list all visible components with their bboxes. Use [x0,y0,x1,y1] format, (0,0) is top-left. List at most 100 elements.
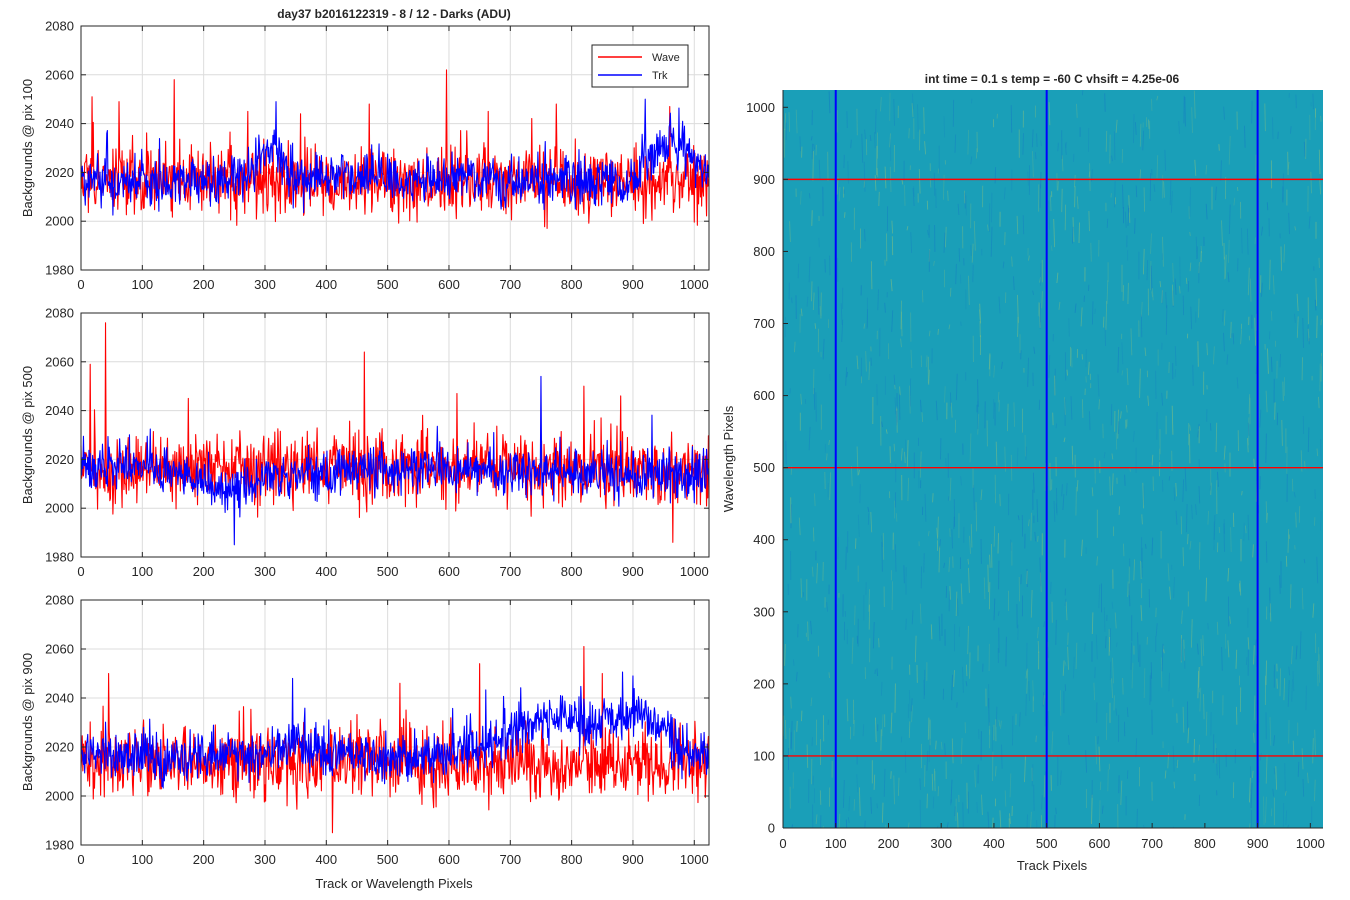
series-line-trk [80,375,710,546]
heatmap-texture [948,324,951,330]
heatmap-texture [891,310,894,333]
heatmap-texture [914,635,917,663]
heatmap-texture [919,603,922,624]
heatmap-texture [838,813,841,829]
heatmap-texture [1280,246,1282,271]
heatmap-panel: int time = 0.1 s temp = -60 C vhsift = 4… [721,72,1325,873]
x-tick-label: 500 [377,277,399,292]
x-tick-label: 500 [377,564,399,579]
x-tick-label: 0 [77,852,84,867]
heatmap-texture [1134,218,1136,234]
heatmap-texture [890,279,893,292]
heatmap-texture [894,384,896,390]
heatmap-texture [1226,354,1229,365]
y-tick-label: 1980 [45,263,74,278]
heatmap-texture [1114,612,1117,629]
heatmap-texture [1144,347,1147,357]
heatmap-texture [1065,141,1068,148]
heatmap-texture [881,421,883,428]
heatmap-texture [1151,287,1154,301]
heatmap-texture [1279,668,1282,697]
heatmap-texture [870,511,873,533]
heatmap-texture [890,712,893,734]
heatmap-texture [971,243,974,263]
heatmap-texture [1128,583,1131,607]
heatmap-texture [811,566,814,577]
heatmap-texture [858,787,861,816]
heatmap-texture [908,721,911,738]
heatmap-texture [862,724,865,737]
heatmap-texture [1062,660,1065,676]
heatmap-texture [990,226,993,257]
heatmap-texture [1187,533,1189,545]
heatmap-texture [1196,643,1199,655]
heatmap-texture [895,410,898,426]
heatmap-texture [925,355,928,368]
y-tick-label: 700 [753,316,775,331]
heatmap-texture [1061,188,1063,213]
heatmap-texture [1205,711,1208,736]
heatmap-texture [975,502,978,532]
heatmap-texture [1058,301,1061,310]
heatmap-texture [1218,526,1221,534]
heatmap-texture [1032,290,1035,296]
x-tick-label: 400 [315,852,337,867]
heatmap-texture [866,309,869,329]
heatmap-texture [1074,186,1076,208]
heatmap-texture [1017,294,1019,323]
heatmap-texture [1296,293,1299,312]
heatmap-texture [1230,527,1232,553]
heatmap-texture [1064,661,1067,666]
heatmap-texture [1287,529,1290,553]
heatmap-fill [783,90,1323,828]
heatmap-texture [923,107,925,134]
axes: 0 100 200 300 400 500 600 700 800 900 1000 1980 2000… [45,19,710,292]
heatmap-texture [1291,646,1293,665]
y-axis-label: Backgrounds @ pix 900 [20,653,35,791]
grid [80,312,709,558]
heatmap-texture [865,351,867,372]
heatmap-texture [845,546,847,570]
heatmap-texture [919,451,922,478]
heatmap-texture [828,672,830,679]
x-tick-label: 200 [193,852,215,867]
heatmap-texture [1051,731,1054,754]
heatmap-texture [936,527,939,540]
heatmap-texture [1156,95,1159,101]
heatmap-texture [874,131,876,149]
heatmap-texture [788,112,791,132]
heatmap-texture [1142,130,1145,151]
heatmap-texture [1241,490,1243,496]
heatmap-texture [1105,130,1108,152]
heatmap-texture [854,605,856,626]
heatmap-texture [900,300,902,330]
heatmap-texture [1090,242,1092,262]
heatmap-texture [1163,181,1165,198]
heatmap-texture [1037,301,1040,317]
heatmap-texture [861,133,864,163]
heatmap-texture [1084,643,1086,652]
heatmap-texture [944,743,946,755]
heatmap-texture [1254,317,1257,346]
heatmap-texture [1279,353,1281,368]
heatmap-texture [1306,772,1309,784]
heatmap-texture [1049,195,1052,212]
heatmap-texture [1195,236,1198,260]
x-tick-label: 0 [77,277,84,292]
heatmap-texture [1000,720,1002,729]
heatmap-texture [1183,639,1185,661]
heatmap-texture [1088,171,1091,178]
heatmap-texture [889,133,891,148]
x-tick-label: 0 [779,836,786,851]
heatmap-texture [964,192,966,209]
x-tick-label: 700 [1141,836,1163,851]
heatmap-texture [1034,531,1037,542]
heatmap-texture [1320,511,1322,531]
heatmap-texture [1183,648,1186,669]
heatmap-texture [1265,390,1268,413]
heatmap-texture [894,397,897,415]
heatmap-texture [989,554,991,568]
heatmap-texture [943,232,946,253]
heatmap-texture [1247,422,1250,436]
heatmap-texture [881,714,884,737]
